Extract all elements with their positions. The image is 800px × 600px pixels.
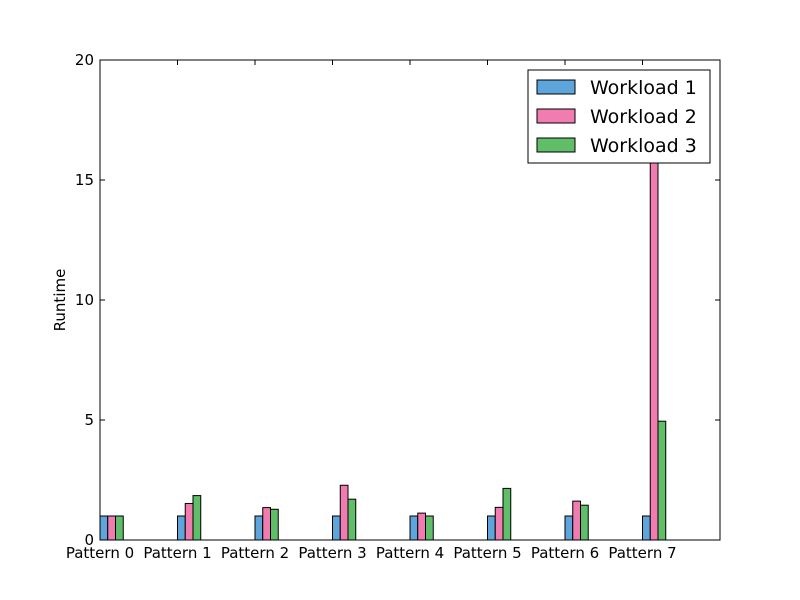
bar-1-1	[177, 515, 186, 541]
bar-1-3	[332, 515, 341, 541]
legend-label-1: Workload 1	[590, 77, 697, 99]
bar-1-7	[642, 515, 651, 541]
bar-2-6	[572, 500, 581, 541]
bar-1-0	[99, 515, 109, 541]
bar-2-5	[494, 506, 504, 541]
bar-2-3	[339, 484, 349, 541]
y-axis-label: Runtime	[51, 269, 69, 332]
y-tick-label: 15	[75, 171, 94, 189]
legend-label-3: Workload 3	[590, 135, 697, 157]
legend-swatch-3	[536, 137, 576, 153]
bar-1-5	[487, 515, 496, 541]
bar-3-2	[270, 508, 279, 541]
legend-swatch-1	[536, 79, 576, 95]
legend-label-2: Workload 2	[590, 106, 697, 128]
x-tick-label: Pattern 5	[453, 544, 521, 562]
x-tick-label: Pattern 0	[66, 544, 134, 562]
bar-3-3	[347, 498, 357, 541]
bar-2-1	[184, 503, 194, 541]
y-tick-label: 10	[75, 291, 94, 309]
bar-3-0	[115, 515, 124, 541]
bar-3-5	[502, 487, 512, 541]
x-tick-label: Pattern 7	[608, 544, 676, 562]
x-tick-label: Pattern 1	[143, 544, 211, 562]
y-tick-label: 5	[84, 411, 94, 429]
bar-1-2	[254, 515, 264, 541]
bar-3-7	[657, 420, 667, 541]
x-tick-label: Pattern 4	[376, 544, 444, 562]
bar-2-7	[649, 155, 659, 541]
bar-1-6	[564, 515, 574, 541]
ticks-group	[99, 59, 720, 541]
bar-3-1	[192, 495, 202, 541]
bar-2-2	[262, 507, 271, 541]
tick-labels-group: 0 5 10 15 20 Pattern 0 Pattern 1 Pattern 2 Patte…	[66, 51, 677, 562]
y-tick-label: 20	[75, 51, 94, 69]
bar-3-4	[425, 515, 434, 541]
x-tick-label: Pattern 3	[298, 544, 366, 562]
bar-2-4	[417, 512, 426, 541]
x-tick-label: Pattern 2	[221, 544, 289, 562]
bar-3-6	[580, 504, 589, 541]
y-tick-label: 0	[84, 531, 94, 549]
legend: Workload 1 Workload 2 Workload 3	[527, 69, 711, 164]
bar-1-4	[409, 515, 419, 541]
bar-2-0	[107, 515, 116, 541]
x-tick-label: Pattern 6	[531, 544, 599, 562]
legend-swatch-2	[536, 108, 576, 124]
